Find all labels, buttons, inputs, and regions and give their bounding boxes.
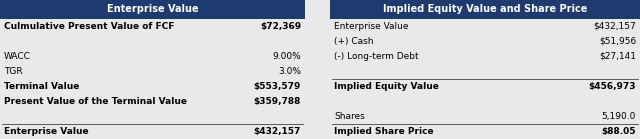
Text: $51,956: $51,956 [599,37,636,46]
Text: Implied Equity Value and Share Price: Implied Equity Value and Share Price [383,4,587,14]
Text: Implied Share Price: Implied Share Price [334,127,434,136]
Text: Enterprise Value: Enterprise Value [334,22,408,31]
Text: Terminal Value: Terminal Value [4,82,79,91]
Text: 5,190.0: 5,190.0 [602,112,636,121]
Text: $432,157: $432,157 [593,22,636,31]
Text: Enterprise Value: Enterprise Value [4,127,88,136]
Text: $553,579: $553,579 [253,82,301,91]
Text: Present Value of the Terminal Value: Present Value of the Terminal Value [4,97,187,106]
Bar [330,0,640,19]
Text: Culmulative Present Value of FCF: Culmulative Present Value of FCF [4,22,174,31]
Text: 3.0%: 3.0% [278,67,301,76]
Text: (-) Long-term Debt: (-) Long-term Debt [334,52,419,61]
Text: WACC: WACC [4,52,31,61]
Bar [0,0,305,19]
Text: $432,157: $432,157 [253,127,301,136]
Text: $456,973: $456,973 [589,82,636,91]
Text: Shares: Shares [334,112,365,121]
Text: Enterprise Value: Enterprise Value [107,4,198,14]
Text: (+) Cash: (+) Cash [334,37,374,46]
Text: Implied Equity Value: Implied Equity Value [334,82,439,91]
Text: $72,369: $72,369 [260,22,301,31]
Text: $88.05: $88.05 [602,127,636,136]
Text: $359,788: $359,788 [253,97,301,106]
Text: $27,141: $27,141 [599,52,636,61]
Text: 9.00%: 9.00% [272,52,301,61]
Text: TGR: TGR [4,67,22,76]
